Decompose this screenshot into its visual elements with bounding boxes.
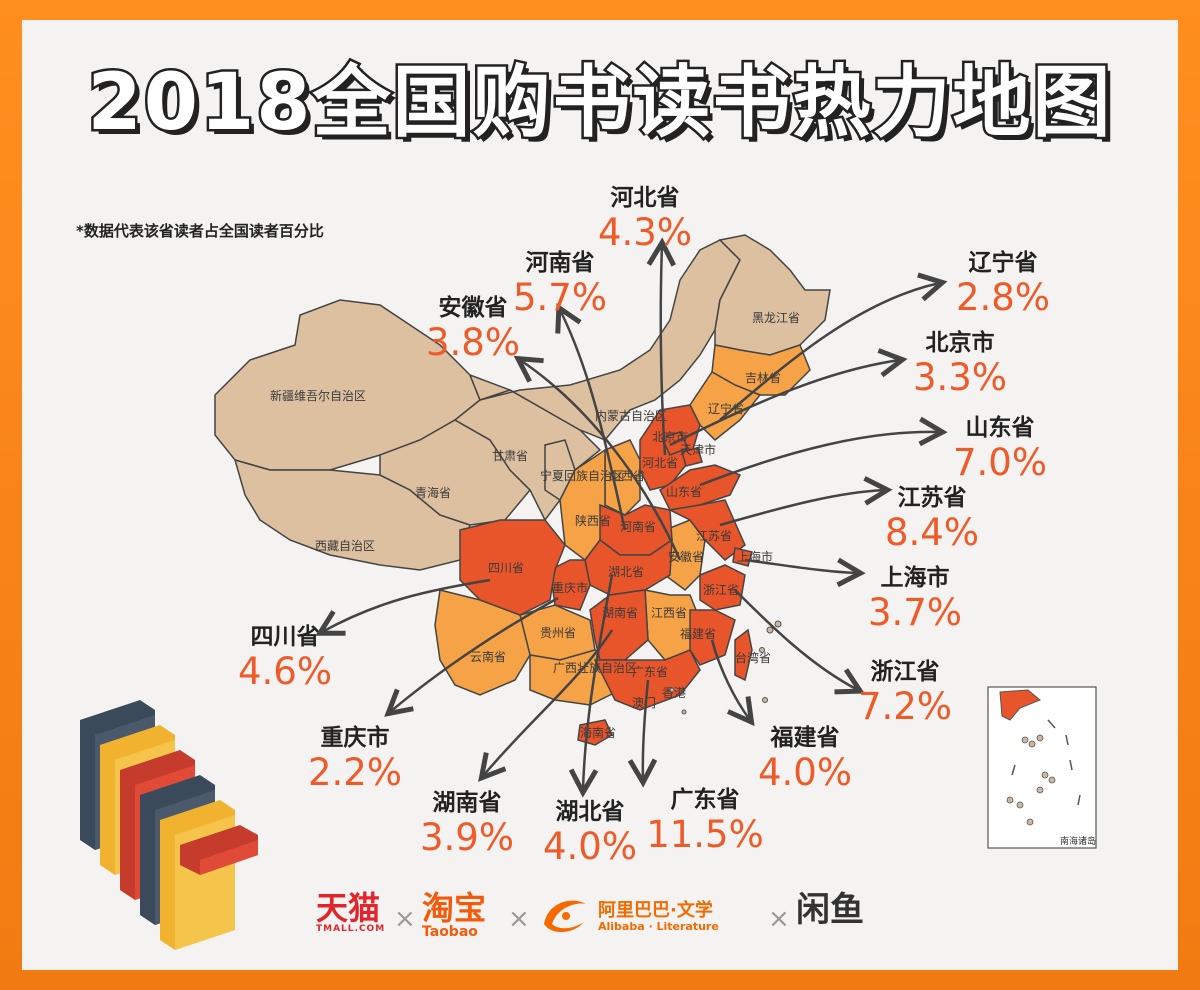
label-hunan: 湖南省 <box>602 605 638 620</box>
label-hebei: 河北省 <box>642 456 678 470</box>
label-beijing: 北京市 <box>652 429 688 444</box>
callout-zhejiang: 浙江省 7.2% <box>858 659 952 728</box>
books-illustration-icon <box>80 700 258 950</box>
times-sign-2: × <box>508 904 530 934</box>
label-gansu: 甘肃省 <box>492 449 528 463</box>
region-tianjin <box>681 447 703 467</box>
label-qinghai: 青海省 <box>415 485 451 500</box>
label-liaoning: 辽宁省 <box>708 401 744 416</box>
label-tianjin: 天津市 <box>680 442 716 457</box>
label-jiangsu: 江苏省 <box>696 529 732 543</box>
xianyu-logo: 闲鱼 <box>796 890 864 930</box>
label-heilongjiang: 黑龙江省 <box>752 311 800 325</box>
nanhai-label: 南海诸岛 <box>1060 835 1096 847</box>
taobao-logo: 淘宝 Taobao <box>422 889 487 940</box>
label-ningxia: 宁夏回族自治区 <box>540 468 624 483</box>
label-xinjiang: 新疆维吾尔自治区 <box>270 388 366 403</box>
callout-hubei: 湖北省 4.0% <box>543 799 637 868</box>
arrow-hubei <box>583 574 614 790</box>
arrow-chongqing <box>390 596 559 712</box>
label-neimenggu: 内蒙古自治区 <box>595 408 667 423</box>
region-taiwan <box>734 628 753 682</box>
arrow-beijing <box>669 360 900 447</box>
label-guangdong: 广东省 <box>632 665 668 679</box>
callout-hunan: 湖南省 3.9% <box>420 790 514 859</box>
arrow-sichuan <box>322 578 491 632</box>
arrow-liaoning <box>719 283 940 421</box>
page-title: 2018全国购书读书热力地图 <box>85 56 1113 151</box>
arrow-zhejiang <box>734 589 858 690</box>
region-sichuan <box>459 519 566 616</box>
arrow-shandong <box>699 432 940 487</box>
callout-henan: 河南省 5.7% <box>513 250 607 319</box>
label-chongqing: 重庆市 <box>552 580 588 595</box>
label-macau: 澳门 <box>632 695 656 710</box>
callout-beijing: 北京市 3.3% <box>913 330 1007 399</box>
callout-jiangsu: 江苏省 8.4% <box>885 485 979 554</box>
arrow-fujian <box>710 639 750 720</box>
arrow-shanghai <box>744 560 858 573</box>
label-xizang: 西藏自治区 <box>315 539 375 553</box>
label-anhui: 安徽省 <box>668 549 704 564</box>
callout-fujian: 福建省 4.0% <box>758 725 852 794</box>
arrow-guangdong <box>643 679 648 780</box>
label-sichuan: 四川省 <box>488 561 524 575</box>
label-hongkong: 香港 <box>662 686 686 700</box>
arrow-henan <box>560 310 627 531</box>
callout-liaoning: 辽宁省 2.8% <box>956 250 1050 319</box>
callout-shandong: 山东省 7.0% <box>953 415 1047 484</box>
callout-anhui: 安徽省 3.8% <box>426 295 520 364</box>
region-qinghai <box>379 419 532 526</box>
callout-guangdong: 广东省 11.5% <box>646 787 764 856</box>
label-zhejiang: 浙江省 <box>703 583 739 597</box>
data-note: *数据代表该省读者占全国读者百分比 <box>76 222 324 240</box>
label-shandong: 山东省 <box>666 485 702 499</box>
label-fujian: 福建省 <box>680 626 716 641</box>
label-yunnan: 云南省 <box>470 649 506 664</box>
label-taiwan: 台湾省 <box>735 650 771 665</box>
region-chongqing <box>549 559 591 611</box>
arrow-anhui <box>520 360 682 561</box>
callout-sichuan: 四川省 4.6% <box>238 624 332 693</box>
callout-hebei: 河北省 4.3% <box>598 185 692 254</box>
label-guizhou: 贵州省 <box>540 626 576 640</box>
callout-chongqing: 重庆市 2.2% <box>308 725 402 794</box>
label-shaanxi: 陕西省 <box>575 513 611 528</box>
label-hainan: 海南省 <box>580 725 616 740</box>
arrow-jiangsu <box>719 490 885 527</box>
times-sign-1: × <box>394 904 416 934</box>
callout-shanghai: 上海市 3.7% <box>868 565 962 634</box>
times-sign-3: × <box>768 904 790 934</box>
label-jilin: 吉林省 <box>745 371 781 385</box>
nanhai-inset-map-icon: 南海诸岛 <box>987 686 1097 849</box>
tmall-logo: 天猫 TMALL.COM <box>316 889 386 934</box>
region-zhejiang <box>699 564 746 611</box>
region-hubei <box>584 538 673 596</box>
region-heilongjiang <box>714 234 831 356</box>
partner-logos: 天猫 TMALL.COM × 淘宝 Taobao × 阿里巴巴·文学 Aliba… <box>316 889 864 940</box>
arrow-hunan <box>483 629 614 776</box>
label-henan: 河南省 <box>620 519 656 534</box>
label-hubei: 湖北省 <box>608 564 644 579</box>
label-jiangxi: 江西省 <box>651 606 687 620</box>
arrow-hebei <box>661 245 665 456</box>
alibaba-swoosh-icon <box>544 900 586 933</box>
